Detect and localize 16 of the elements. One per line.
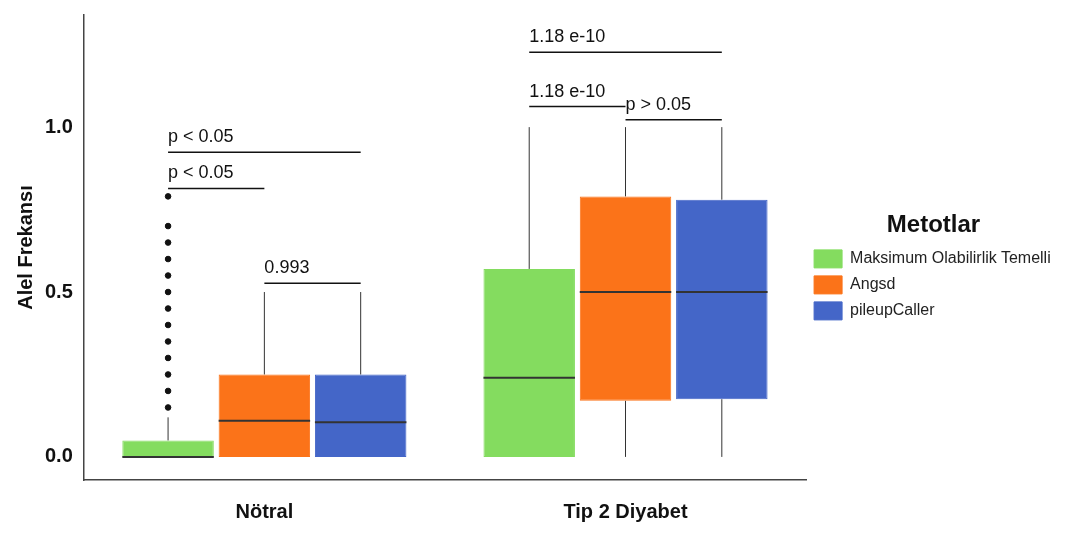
legend-label: Angsd — [850, 275, 896, 293]
y-tick-label: 0.5 — [44, 279, 73, 302]
legend-label: pileupCaller — [850, 301, 936, 319]
legend-label: Maksimum Olabilirlik Temelli — [850, 249, 1051, 267]
y-axis-title: Alel Frekansı — [13, 185, 36, 310]
annotation: 0.993 — [264, 257, 310, 278]
y-tick-label: 0.0 — [44, 444, 73, 467]
annotation: p < 0.05 — [168, 126, 234, 147]
x-tick-label: Nötral — [235, 499, 294, 522]
x-tick-label: Tip 2 Diyabet — [563, 499, 688, 522]
annotation: p < 0.05 — [168, 162, 234, 183]
y-tick-label: 1.0 — [44, 114, 73, 137]
annotation: p > 0.05 — [625, 93, 692, 114]
annotation: 1.18 e-10 — [529, 26, 606, 47]
annotation: 1.18 e-10 — [529, 80, 606, 101]
legend-title: Metotlar — [886, 209, 981, 237]
